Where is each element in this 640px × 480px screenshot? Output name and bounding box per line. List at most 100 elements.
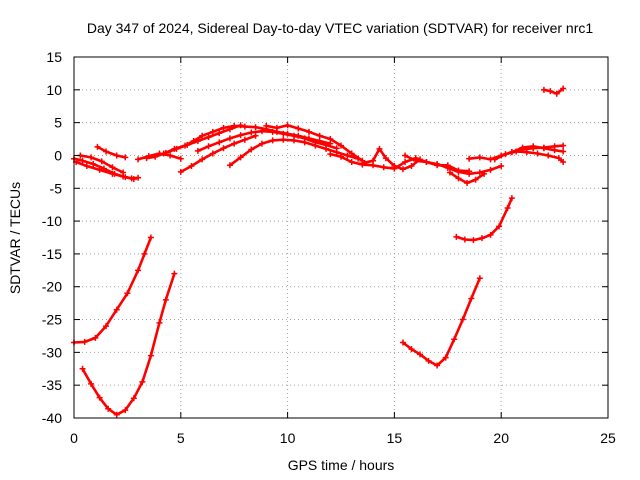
data-point — [547, 88, 554, 95]
data-point — [273, 124, 280, 131]
data-point — [359, 160, 366, 167]
data-point — [498, 162, 505, 169]
data-point — [156, 319, 163, 326]
data-point — [194, 138, 201, 145]
data-point — [434, 362, 441, 369]
series-trace — [81, 272, 176, 416]
data-point — [220, 145, 227, 152]
data-point — [122, 174, 129, 181]
data-point — [560, 159, 567, 166]
series-arc-o — [446, 169, 488, 187]
data-point — [88, 154, 95, 161]
data-point — [113, 411, 120, 418]
data-point — [220, 124, 227, 131]
series-trace — [96, 145, 127, 159]
series-trace — [403, 154, 503, 176]
data-point — [83, 162, 90, 169]
data-point — [130, 176, 137, 183]
data-point — [152, 153, 159, 160]
data-point — [280, 130, 287, 137]
data-point — [209, 150, 216, 157]
data-point — [540, 145, 547, 152]
data-point — [291, 137, 298, 144]
data-point — [451, 336, 458, 343]
data-point — [476, 169, 483, 176]
data-point — [122, 154, 129, 161]
data-point — [376, 145, 383, 152]
data-point — [90, 160, 97, 167]
series-arc-v — [399, 275, 483, 369]
data-point — [171, 270, 178, 277]
data-point — [523, 149, 530, 156]
y-tick-label: -35 — [42, 377, 62, 393]
data-point — [391, 162, 398, 169]
data-point — [470, 237, 477, 244]
data-point — [209, 128, 216, 135]
plot-frame — [73, 56, 609, 419]
data-point — [530, 143, 537, 150]
data-point — [199, 156, 206, 163]
data-point — [508, 195, 515, 202]
data-point — [96, 166, 103, 173]
data-point — [205, 143, 212, 150]
chart-title: Day 347 of 2024, Sidereal Day-to-day VTE… — [87, 20, 593, 36]
data-point — [466, 155, 473, 162]
data-point — [135, 267, 142, 274]
y-tick-label: -30 — [42, 344, 62, 360]
x-tick-label: 10 — [280, 430, 296, 446]
data-series — [71, 85, 567, 418]
data-point — [79, 157, 86, 164]
data-point — [453, 233, 460, 240]
data-point — [333, 149, 340, 156]
data-point — [423, 159, 430, 166]
data-point — [534, 150, 541, 157]
series-arc-m — [359, 145, 424, 173]
data-point — [130, 395, 137, 402]
data-point — [560, 142, 567, 149]
data-point — [348, 150, 355, 157]
data-point — [444, 164, 451, 171]
data-point — [478, 235, 485, 242]
y-tick-label: -20 — [42, 279, 62, 295]
data-point — [295, 125, 302, 132]
data-point — [120, 169, 127, 176]
data-point — [258, 128, 265, 135]
data-point — [553, 90, 560, 97]
series-arc-h — [177, 132, 259, 175]
data-point — [177, 155, 184, 162]
series-arc-u — [79, 270, 178, 418]
data-point — [464, 180, 471, 187]
data-point — [173, 145, 180, 152]
data-point — [560, 148, 567, 155]
y-tick-label: -40 — [42, 410, 62, 426]
data-point — [545, 152, 552, 159]
data-point — [370, 157, 377, 164]
data-point — [412, 157, 419, 164]
data-point — [252, 132, 259, 139]
data-point — [216, 139, 223, 146]
x-tick-label: 15 — [387, 430, 403, 446]
data-point — [344, 152, 351, 159]
axis-ticks: 0 5 10 15 20 25 -40 -35 -30 -25 -20 -15 -10 -5 0 5 10 15 — [42, 49, 616, 446]
data-point — [540, 86, 547, 93]
y-tick-label: -5 — [50, 180, 63, 196]
data-point — [103, 148, 110, 155]
data-point — [79, 365, 86, 372]
data-point — [312, 142, 319, 149]
grid-lines — [74, 57, 608, 418]
series-arc-t — [71, 234, 154, 346]
data-point — [241, 136, 248, 143]
y-tick-label: -10 — [42, 213, 62, 229]
data-point — [139, 378, 146, 385]
data-point — [476, 154, 483, 161]
data-point — [491, 156, 498, 163]
data-point — [402, 159, 409, 166]
y-tick-label: 5 — [54, 115, 62, 131]
data-point — [269, 128, 276, 135]
data-point — [425, 357, 432, 364]
data-point — [109, 170, 116, 177]
y-axis-label: SDTVAR / TECUs — [7, 182, 23, 294]
series-arc-d — [94, 143, 129, 161]
data-point — [205, 134, 212, 141]
